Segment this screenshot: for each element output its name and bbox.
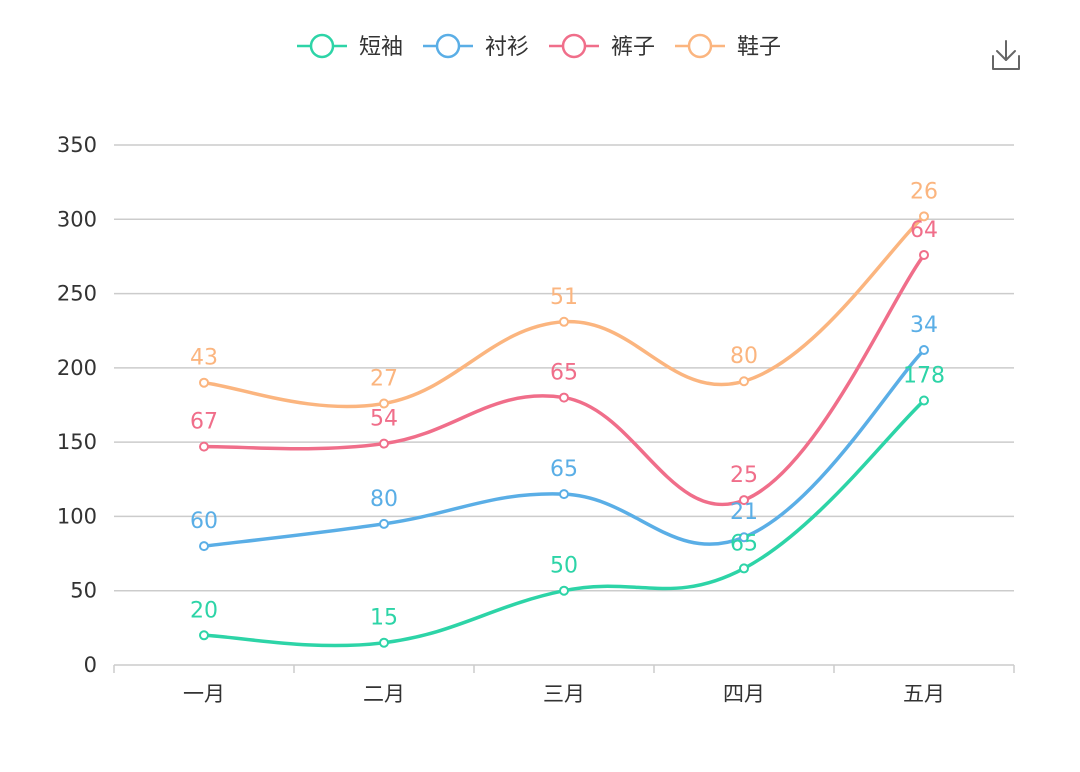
- series-line: [203, 253, 926, 507]
- y-tick-label: 0: [84, 653, 97, 677]
- legend-circle-icon: [687, 33, 713, 59]
- data-label: 21: [730, 500, 758, 525]
- data-label: 80: [730, 344, 758, 369]
- data-point[interactable]: [379, 438, 389, 449]
- data-label: 34: [910, 313, 938, 338]
- data-point[interactable]: [559, 585, 569, 596]
- data-point[interactable]: [379, 637, 389, 648]
- data-label: 27: [370, 367, 398, 392]
- grid-layer: [114, 144, 1014, 592]
- data-point[interactable]: [739, 376, 749, 387]
- series-2: [199, 345, 929, 552]
- data-point[interactable]: [199, 441, 209, 452]
- data-label: 65: [550, 457, 578, 482]
- legend-item[interactable]: 衬衫: [423, 33, 529, 60]
- series-4: [199, 211, 929, 409]
- legend-item[interactable]: 短袖: [297, 33, 403, 60]
- legend-label: 裤子: [611, 35, 655, 60]
- data-point[interactable]: [919, 249, 929, 260]
- data-point[interactable]: [919, 211, 929, 222]
- legend-circle-icon: [309, 33, 335, 59]
- series-layer: [199, 211, 929, 648]
- legend-item[interactable]: 鞋子: [675, 33, 781, 60]
- data-point[interactable]: [559, 316, 569, 327]
- data-point[interactable]: [199, 377, 209, 388]
- data-point[interactable]: [559, 489, 569, 500]
- y-tick-label: 150: [57, 430, 97, 454]
- x-tick-label: 二月: [363, 682, 405, 706]
- series-1: [199, 395, 929, 648]
- data-label: 25: [730, 463, 758, 488]
- data-point[interactable]: [919, 345, 929, 356]
- data-label: 15: [370, 606, 398, 631]
- y-tick-label: 50: [70, 579, 97, 603]
- series-3: [199, 249, 929, 507]
- data-label: 50: [550, 554, 578, 579]
- y-tick-label: 250: [57, 282, 97, 306]
- y-tick-label: 300: [57, 207, 97, 231]
- legend-label: 短袖: [359, 35, 403, 60]
- legend[interactable]: 短袖 衬衫 裤子 鞋子: [297, 33, 781, 60]
- data-point[interactable]: [919, 395, 929, 406]
- data-label: 67: [190, 410, 218, 435]
- data-point[interactable]: [379, 398, 389, 409]
- y-tick-label: 200: [57, 356, 97, 380]
- data-label: 26: [910, 179, 938, 204]
- legend-label: 鞋子: [737, 35, 781, 60]
- legend-circle-icon: [561, 33, 587, 59]
- data-label: 178: [903, 364, 945, 389]
- x-tick-label: 四月: [723, 682, 765, 706]
- series-line: [203, 348, 926, 548]
- data-label-layer: 20 15 50 65 178 60 80 65 21 34 67 54 65 25 64 43 27 51 80 2…: [190, 179, 945, 630]
- legend-item[interactable]: 裤子: [549, 33, 655, 60]
- data-label: 65: [730, 531, 758, 556]
- data-point[interactable]: [199, 630, 209, 641]
- x-tick-label: 三月: [543, 682, 585, 706]
- legend-label: 衬衫: [485, 35, 529, 60]
- download-icon: [992, 40, 1020, 70]
- y-tick-label: 100: [57, 504, 97, 528]
- data-label: 80: [370, 487, 398, 512]
- data-point[interactable]: [379, 518, 389, 529]
- data-label: 54: [370, 407, 398, 432]
- series-line: [203, 215, 926, 409]
- x-tick-label: 五月: [903, 682, 945, 706]
- data-label: 65: [550, 361, 578, 386]
- data-point[interactable]: [739, 532, 749, 543]
- x-tick-label: 一月: [183, 682, 225, 706]
- data-label: 51: [550, 285, 578, 310]
- data-label: 20: [190, 598, 218, 623]
- data-point[interactable]: [199, 541, 209, 552]
- axis-layer: 0 50 100 150 200 250 300 350 一月 二月 三月 四月 五月: [57, 133, 1015, 706]
- legend-circle-icon: [435, 33, 461, 59]
- data-label: 64: [910, 218, 938, 243]
- download-button[interactable]: [992, 40, 1020, 70]
- y-tick-label: 350: [57, 133, 97, 157]
- data-point[interactable]: [739, 495, 749, 506]
- series-line: [203, 399, 926, 648]
- data-label: 60: [190, 509, 218, 534]
- data-point[interactable]: [739, 563, 749, 574]
- data-point[interactable]: [559, 392, 569, 403]
- data-label: 43: [190, 346, 218, 371]
